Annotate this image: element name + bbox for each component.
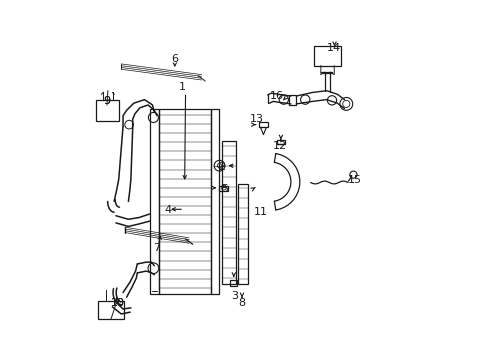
Text: 15: 15 bbox=[347, 175, 362, 185]
Text: 5: 5 bbox=[221, 184, 228, 194]
Text: 10: 10 bbox=[110, 298, 124, 308]
Text: 1: 1 bbox=[178, 82, 185, 92]
Bar bbox=[210, 109, 219, 294]
Bar bbox=[230, 280, 237, 287]
Bar bbox=[219, 186, 227, 191]
Text: 4: 4 bbox=[164, 205, 171, 215]
Text: 16: 16 bbox=[269, 91, 283, 101]
Text: 9: 9 bbox=[103, 96, 110, 107]
Text: 14: 14 bbox=[326, 43, 340, 53]
Bar bbox=[288, 95, 296, 105]
Bar bbox=[98, 301, 123, 319]
Text: 11: 11 bbox=[253, 207, 267, 217]
Text: 10: 10 bbox=[110, 298, 124, 308]
Bar bbox=[277, 140, 284, 144]
Bar bbox=[238, 184, 247, 284]
Text: 7: 7 bbox=[153, 243, 160, 253]
Text: 12: 12 bbox=[273, 141, 286, 151]
Text: 6: 6 bbox=[171, 54, 178, 64]
Bar bbox=[159, 109, 210, 294]
Bar bbox=[313, 46, 340, 66]
Bar bbox=[149, 109, 159, 294]
Bar bbox=[259, 122, 267, 127]
Text: 13: 13 bbox=[249, 114, 264, 124]
Text: 3: 3 bbox=[231, 291, 238, 301]
Text: 8: 8 bbox=[238, 298, 245, 308]
Bar bbox=[96, 100, 119, 121]
Text: 9: 9 bbox=[103, 96, 110, 107]
Text: 2: 2 bbox=[217, 162, 224, 172]
Bar bbox=[222, 141, 235, 284]
